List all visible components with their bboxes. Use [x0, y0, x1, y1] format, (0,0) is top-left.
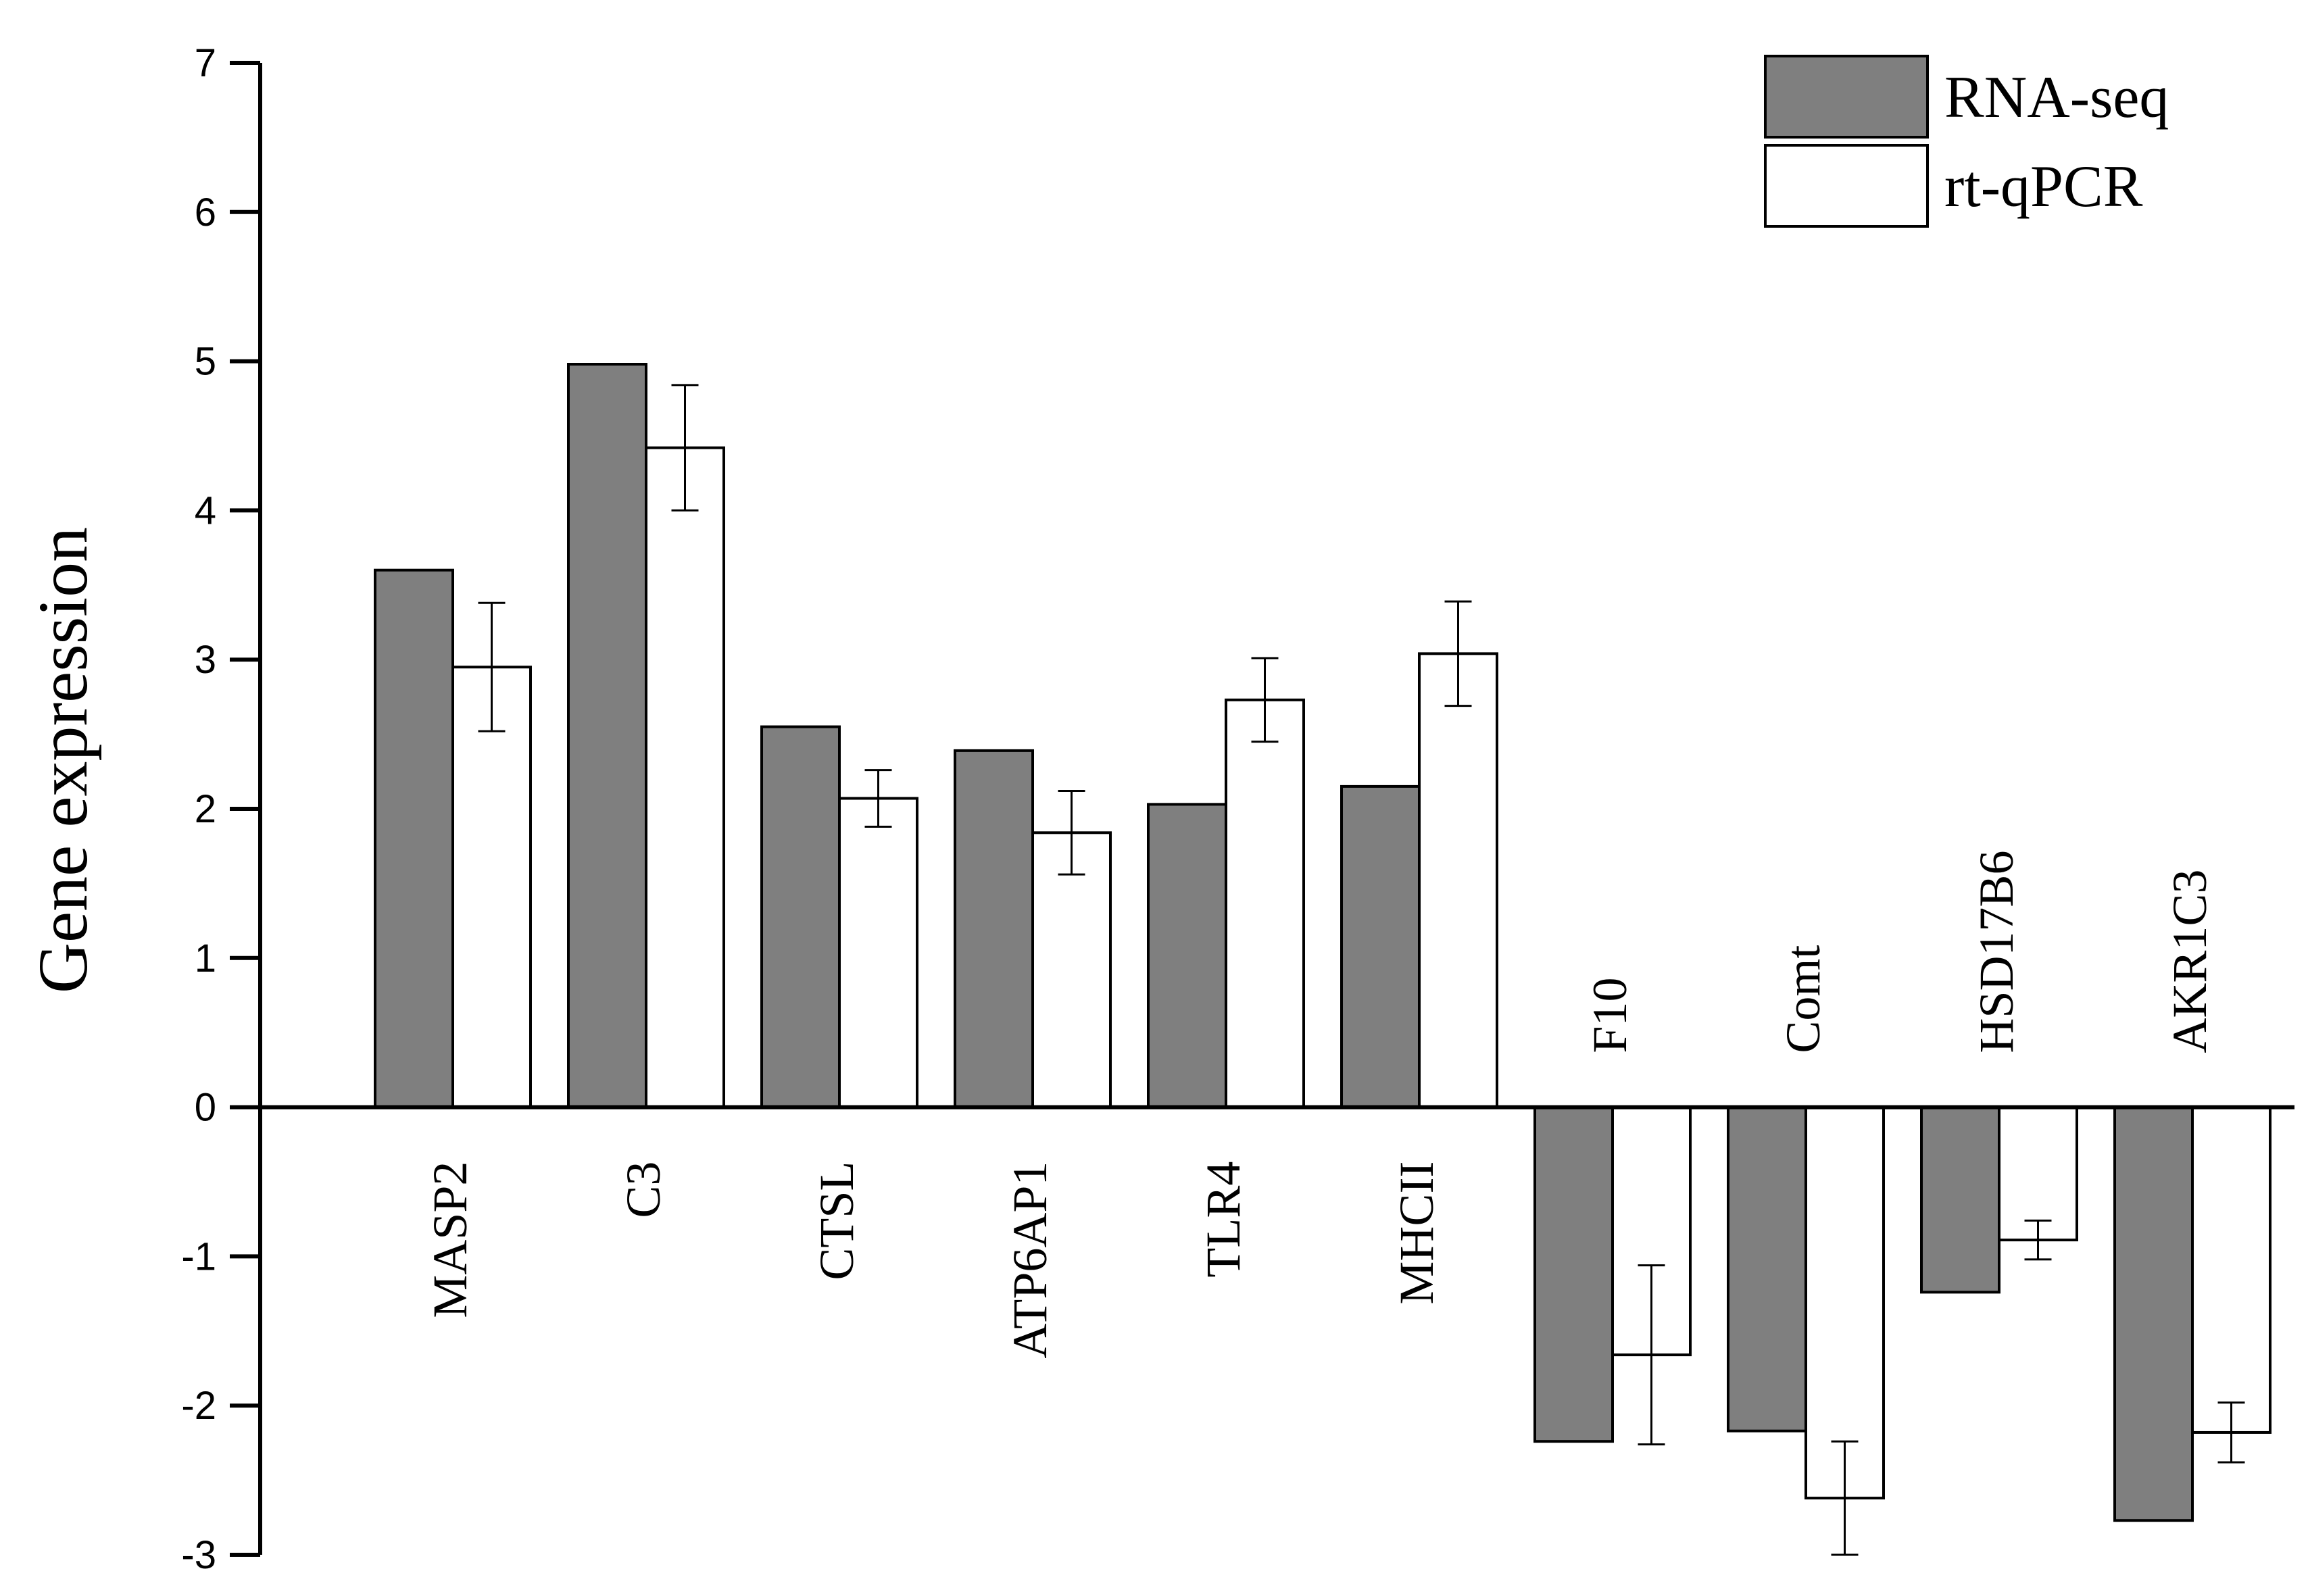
category-label-ATP6AP1: ATP6AP1	[1003, 1162, 1057, 1359]
legend: RNA-seq rt-qPCR	[1764, 55, 2169, 228]
y-tick-label: 3	[195, 638, 216, 682]
category-label-TLR4: TLR4	[1196, 1162, 1250, 1278]
bar-rtqpcr-TLR4	[1225, 698, 1305, 1109]
category-label-MHCII: MHCII	[1390, 1162, 1444, 1305]
category-label-HSD17B6: HSD17B6	[1969, 851, 2023, 1053]
y-tick-label: 7	[195, 41, 216, 85]
category-label-CTSL: CTSL	[810, 1162, 864, 1280]
y-axis-label: Gene expression	[24, 527, 102, 993]
y-tick-label: -2	[181, 1384, 216, 1428]
bar-rnaseq-Comt	[1727, 1105, 1807, 1432]
bar-rtqpcr-C3	[645, 446, 725, 1109]
legend-label-rtqpcr: rt-qPCR	[1944, 154, 2143, 220]
bar-rtqpcr-MASP2	[451, 666, 532, 1109]
bars-layer	[374, 363, 2272, 1556]
y-tick-label: 2	[195, 787, 216, 831]
bar-rtqpcr-ATP6AP1	[1031, 831, 1112, 1109]
bar-rnaseq-CTSL	[760, 725, 841, 1109]
legend-swatch-rnaseq	[1764, 55, 1929, 139]
bar-rtqpcr-AKR1C3	[2191, 1105, 2272, 1434]
bar-rtqpcr-MHCII	[1418, 652, 1498, 1109]
bar-rnaseq-MASP2	[374, 568, 454, 1109]
bar-rnaseq-F10	[1533, 1105, 1614, 1443]
bar-rnaseq-HSD17B6	[1920, 1105, 2000, 1294]
bar-rnaseq-TLR4	[1147, 803, 1227, 1109]
y-tick-label: -3	[181, 1533, 216, 1577]
y-tick-label: 5	[195, 340, 216, 384]
y-tick-label: 4	[195, 489, 216, 532]
category-label-AKR1C3: AKR1C3	[2163, 870, 2217, 1053]
y-tick-label: 1	[195, 937, 216, 980]
bar-rnaseq-MHCII	[1340, 784, 1421, 1109]
axes: -3 -2 -1 0 1 2 3 4 5 6 7	[181, 41, 2294, 1577]
y-tick-label: 6	[195, 191, 216, 234]
category-label-F10: F10	[1583, 978, 1637, 1053]
category-labels: MASP2 C3 CTSL ATP6AP1 TLR4 MHCII F10 Comt HSD17B…	[423, 851, 2217, 1359]
legend-label-rnaseq: RNA-seq	[1944, 65, 2169, 130]
y-tick-label: -1	[181, 1235, 216, 1278]
y-tick-label: 0	[195, 1086, 216, 1130]
legend-swatch-rtqpcr	[1764, 144, 1929, 228]
category-label-MASP2: MASP2	[423, 1162, 477, 1318]
bar-rnaseq-ATP6AP1	[954, 749, 1034, 1109]
category-label-Comt: Comt	[1776, 945, 1830, 1053]
bar-rtqpcr-Comt	[1804, 1105, 1885, 1500]
category-label-C3: C3	[616, 1162, 670, 1218]
bar-rtqpcr-CTSL	[838, 797, 918, 1109]
bar-rnaseq-C3	[567, 363, 647, 1109]
bar-rnaseq-AKR1C3	[2113, 1105, 2194, 1522]
